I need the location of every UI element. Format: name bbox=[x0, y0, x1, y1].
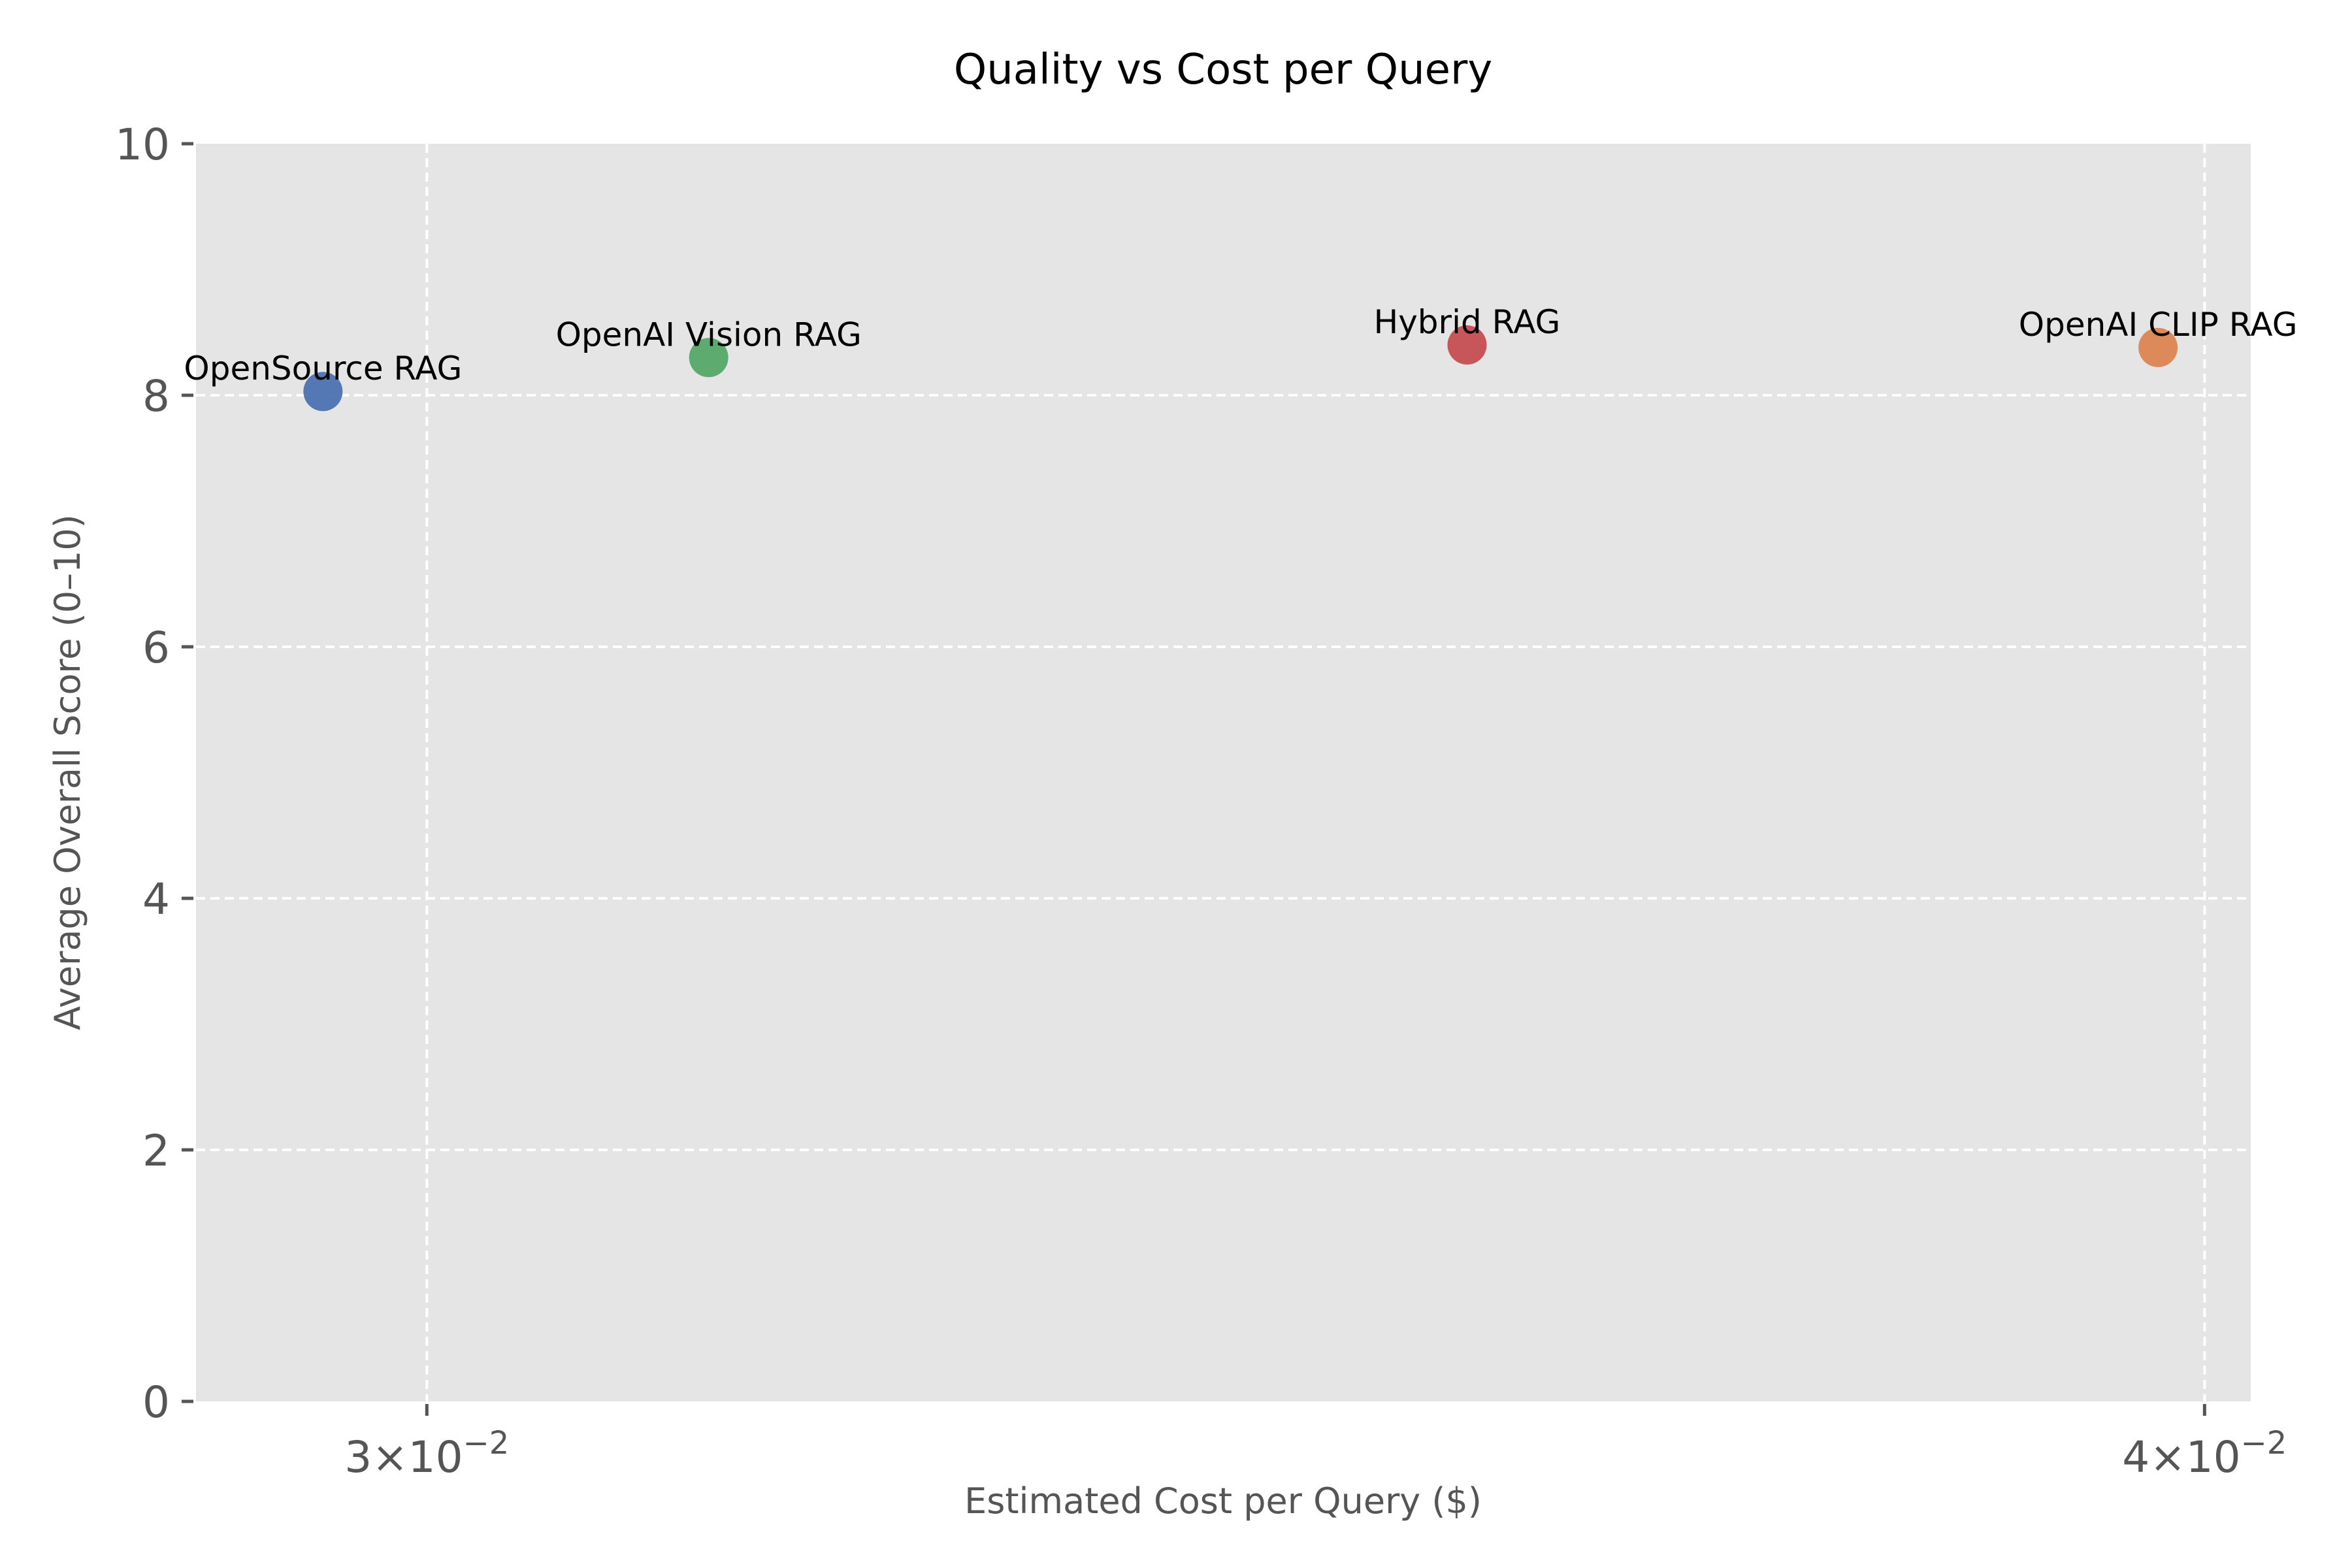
x-tick-label: 4×10−2 bbox=[2122, 1425, 2287, 1482]
x-axis: 3×10−2 4×10−2 bbox=[344, 1404, 2287, 1482]
point-label: Hybrid RAG bbox=[1374, 303, 1561, 341]
data-point bbox=[2138, 327, 2178, 367]
point-label: OpenAI CLIP RAG bbox=[2019, 306, 2298, 344]
point-labels: OpenSource RAG OpenAI Vision RAG Hybrid RA… bbox=[184, 303, 2297, 387]
y-tick-label: 2 bbox=[142, 1126, 170, 1176]
y-tick-label: 6 bbox=[142, 623, 170, 673]
chart-title: Quality vs Cost per Query bbox=[954, 46, 1492, 94]
plot-area bbox=[196, 144, 2251, 1401]
y-tick-label: 10 bbox=[115, 120, 170, 170]
point-label: OpenAI Vision RAG bbox=[556, 316, 862, 353]
data-points bbox=[303, 325, 2178, 412]
y-tick-label: 0 bbox=[142, 1377, 170, 1428]
grid-layer bbox=[196, 144, 2251, 1401]
y-axis-label: Average Overall Score (0–10) bbox=[47, 514, 88, 1030]
x-tick-label: 3×10−2 bbox=[344, 1425, 509, 1482]
data-point bbox=[303, 372, 343, 412]
point-label: OpenSource RAG bbox=[184, 350, 462, 387]
data-point bbox=[1447, 325, 1487, 365]
data-point bbox=[689, 338, 728, 378]
y-tick-label: 8 bbox=[142, 371, 170, 421]
y-tick-label: 4 bbox=[142, 874, 170, 924]
y-axis: 0 2 4 6 8 10 bbox=[115, 120, 193, 1428]
x-axis-label: Estimated Cost per Query ($) bbox=[964, 1480, 1482, 1522]
